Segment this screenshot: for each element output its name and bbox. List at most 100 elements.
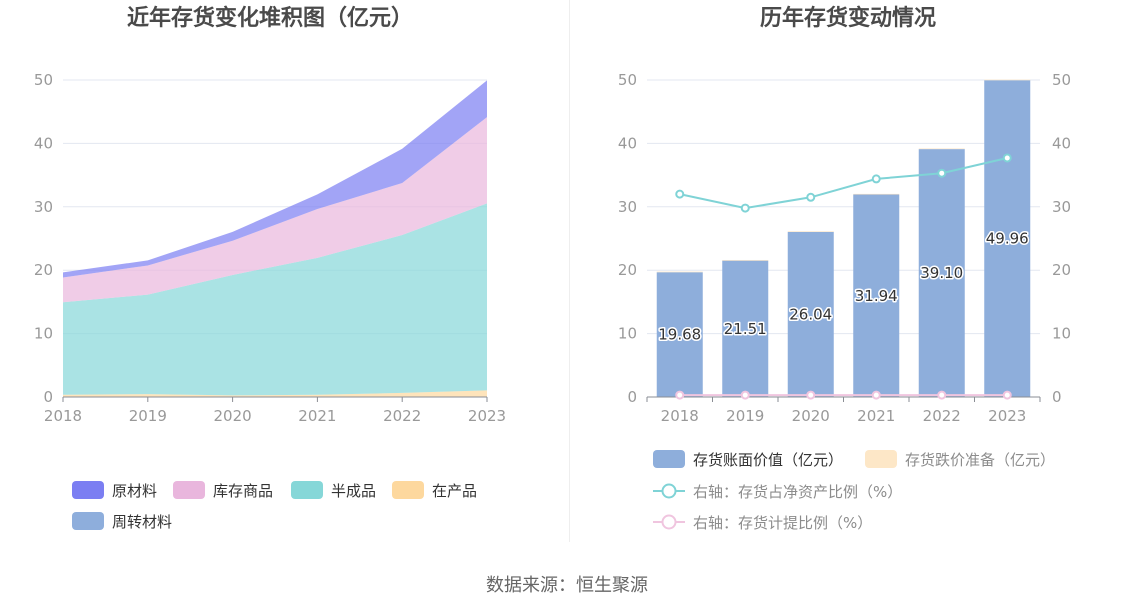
bar-impairment-provision	[722, 259, 769, 261]
line-marker	[675, 189, 685, 199]
area-work-in-progress	[63, 390, 487, 397]
line-marker	[871, 390, 881, 400]
legend-swatch	[72, 481, 104, 499]
y-left-tick-label: 20	[618, 261, 637, 279]
legend-swatch	[653, 450, 685, 468]
bar-impairment-provision	[787, 231, 834, 232]
x-tick-label: 2021	[298, 407, 336, 425]
bar-impairment-provision	[918, 148, 965, 150]
area-semi-finished-goods	[63, 203, 487, 396]
legend-item-work-in-progress[interactable]: 在产品	[392, 481, 478, 500]
left-chart-plot: 0 10 20 30 40 50 2018 2019 2020 2021 2022 2023	[34, 71, 506, 425]
x-tick-label: 2023	[468, 407, 506, 425]
legend-item-finished-goods[interactable]: 库存商品	[173, 481, 274, 500]
bar-book-value	[918, 149, 965, 397]
legend-label: 存货账面价值（亿元）	[693, 450, 844, 469]
x-tick-label: 2022	[383, 407, 421, 425]
line-marker	[740, 390, 750, 400]
bar-book-value	[853, 194, 900, 397]
bar-value-label: 19.68	[658, 326, 701, 344]
legend-line-icon	[653, 514, 685, 530]
legend-swatch	[392, 481, 424, 499]
bar-book-value	[984, 80, 1031, 397]
y-left-tick-label: 50	[618, 71, 637, 89]
legend-swatch	[291, 481, 323, 499]
left-chart-title: 近年存货变化堆积图（亿元）	[126, 6, 413, 31]
line-marker	[806, 390, 816, 400]
right-chart-title: 历年存货变动情况	[759, 6, 936, 31]
bar-book-value	[722, 260, 769, 397]
area-finished-goods	[63, 117, 487, 303]
y-tick-label: 40	[34, 134, 53, 152]
bar-value-label: 31.94	[855, 287, 898, 305]
bar-value-label: 21.51	[724, 320, 767, 338]
x-tick-label: 2022	[923, 407, 961, 425]
legend-label: 库存商品	[213, 481, 274, 500]
legend-label: 右轴：存货计提比例（%）	[693, 513, 873, 532]
legend-label: 在产品	[432, 481, 478, 500]
line-marker	[740, 203, 750, 213]
x-tick-label: 2019	[726, 407, 764, 425]
y-left-tick-label: 30	[618, 198, 637, 216]
y-right-tick-label: 10	[1052, 325, 1071, 343]
bar-impairment-provision	[656, 271, 703, 273]
legend-label: 半成品	[331, 481, 377, 500]
x-tick-label: 2020	[214, 407, 252, 425]
x-tick-label: 2021	[857, 407, 895, 425]
x-tick-label: 2018	[44, 407, 82, 425]
bar-value-label: 26.04	[789, 305, 832, 323]
legend-item-semi-finished-goods[interactable]: 半成品	[291, 481, 377, 500]
y-tick-label: 50	[34, 71, 53, 89]
legend-marker	[661, 483, 677, 499]
legend-label: 右轴：存货占净资产比例（%）	[693, 482, 903, 501]
y-tick-label: 20	[34, 261, 53, 279]
bar-impairment-provision	[984, 79, 1031, 81]
legend-item-provision-ratio[interactable]: 右轴：存货计提比例（%）	[653, 513, 873, 532]
legend-line-icon	[653, 483, 685, 499]
legend-marker	[661, 514, 677, 530]
y-right-tick-label: 30	[1052, 198, 1071, 216]
bar-book-value	[656, 272, 703, 397]
legend-item-inventory-to-net-assets[interactable]: 右轴：存货占净资产比例（%）	[653, 482, 903, 501]
bar-value-label: 49.96	[986, 230, 1029, 248]
panel-divider	[569, 0, 570, 542]
x-tick-label: 2023	[988, 407, 1026, 425]
line-marker	[1002, 153, 1012, 163]
bar-impairment-provision	[853, 193, 900, 195]
x-tick-label: 2018	[661, 407, 699, 425]
data-source-note: 数据来源：恒生聚源	[486, 575, 648, 596]
y-left-tick-label: 40	[618, 134, 637, 152]
line-marker	[675, 390, 685, 400]
x-tick-label: 2019	[129, 407, 167, 425]
line-inventory-to-net-assets	[679, 157, 1008, 210]
y-tick-label: 10	[34, 325, 53, 343]
legend-swatch	[865, 450, 897, 468]
y-right-tick-label: 0	[1052, 388, 1062, 406]
x-tick-label: 2020	[792, 407, 830, 425]
legend-label: 原材料	[112, 481, 158, 500]
legend-item-raw-materials[interactable]: 原材料	[72, 481, 158, 500]
line-marker	[937, 390, 947, 400]
legend-label: 周转材料	[112, 512, 173, 531]
line-marker	[937, 168, 947, 178]
y-tick-label: 30	[34, 198, 53, 216]
line-marker	[1002, 390, 1012, 400]
legend-swatch	[173, 481, 205, 499]
right-chart-plot: 0 10 20 30 40 50 0 10 20 30 40 50 2018 2019 2020 2021 20…	[618, 71, 1071, 425]
y-right-tick-label: 50	[1052, 71, 1071, 89]
legend-swatch	[72, 512, 104, 530]
line-marker	[806, 192, 816, 202]
y-right-tick-label: 20	[1052, 261, 1071, 279]
y-right-tick-label: 40	[1052, 134, 1071, 152]
legend-item-turnover-materials[interactable]: 周转材料	[72, 512, 173, 531]
legend-label: 存货跌价准备（亿元）	[905, 450, 1056, 469]
legend-item-book-value[interactable]: 存货账面价值（亿元）	[653, 450, 844, 469]
y-left-tick-label: 0	[627, 388, 637, 406]
legend-item-impairment-provision[interactable]: 存货跌价准备（亿元）	[865, 450, 1056, 469]
line-marker	[871, 174, 881, 184]
y-left-tick-label: 10	[618, 325, 637, 343]
y-tick-label: 0	[43, 388, 53, 406]
area-raw-materials	[63, 80, 487, 278]
bar-book-value	[787, 231, 834, 397]
